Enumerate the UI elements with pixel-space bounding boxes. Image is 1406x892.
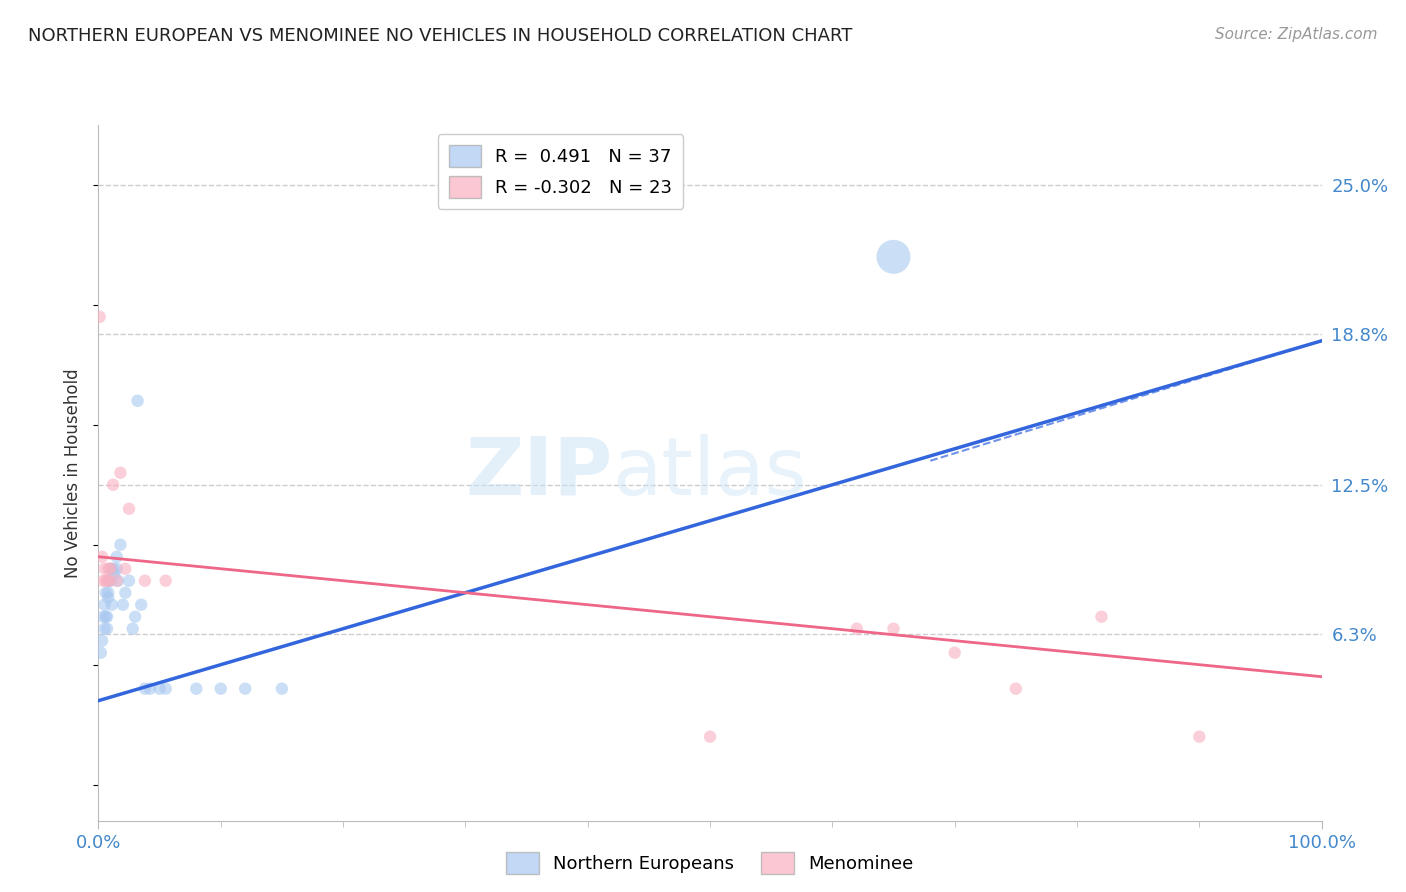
Point (90, 646, 112, 660)
Point (98, 574, 121, 588)
Point (114, 585, 136, 599)
Point (93, 562, 115, 576)
Point (233, 681, 256, 696)
Point (110, 466, 132, 480)
Point (105, 574, 128, 588)
Point (118, 574, 141, 588)
Point (121, 622, 143, 636)
Text: atlas: atlas (612, 434, 807, 512)
Point (97, 591, 120, 605)
Legend: Northern Europeans, Menominee: Northern Europeans, Menominee (499, 845, 921, 881)
Point (943, 646, 966, 660)
Point (1004, 681, 1026, 696)
Point (107, 574, 129, 588)
Point (100, 562, 122, 576)
Point (96, 574, 118, 588)
Point (1090, 609, 1112, 624)
Point (270, 681, 294, 696)
Point (96, 609, 118, 624)
Point (97, 585, 120, 599)
Point (139, 681, 162, 696)
Point (91, 609, 114, 624)
Point (89, 310, 111, 324)
Point (93, 598, 115, 612)
Point (118, 501, 141, 516)
Point (883, 622, 905, 636)
Point (111, 598, 134, 612)
Point (100, 562, 122, 576)
Point (101, 598, 124, 612)
Point (101, 477, 124, 491)
Point (124, 609, 146, 624)
Text: ZIP: ZIP (465, 434, 612, 512)
Point (105, 562, 128, 576)
Text: NORTHERN EUROPEAN VS MENOMINEE NO VEHICLES IN HOUSEHOLD CORRELATION CHART: NORTHERN EUROPEAN VS MENOMINEE NO VEHICL… (28, 27, 852, 45)
Point (699, 730, 721, 744)
Point (149, 681, 172, 696)
Point (94, 609, 117, 624)
Point (110, 538, 132, 552)
Point (155, 574, 177, 588)
Point (209, 681, 232, 696)
Point (93, 622, 115, 636)
Point (91, 574, 114, 588)
Point (101, 562, 124, 576)
Point (186, 681, 208, 696)
Point (96, 622, 118, 636)
Y-axis label: No Vehicles in Household: No Vehicles in Household (65, 368, 83, 578)
Point (91, 549, 114, 564)
Point (103, 566, 125, 581)
Point (97, 562, 120, 576)
Point (134, 681, 156, 696)
Point (105, 549, 128, 564)
Text: Source: ZipAtlas.com: Source: ZipAtlas.com (1215, 27, 1378, 42)
Point (127, 393, 149, 408)
Point (94, 585, 117, 599)
Point (94, 574, 117, 588)
Point (114, 562, 136, 576)
Point (129, 598, 152, 612)
Point (91, 633, 114, 648)
Point (155, 681, 177, 696)
Point (100, 574, 122, 588)
Point (1188, 730, 1211, 744)
Point (98, 574, 121, 588)
Point (134, 574, 156, 588)
Point (883, 250, 905, 264)
Point (845, 622, 868, 636)
